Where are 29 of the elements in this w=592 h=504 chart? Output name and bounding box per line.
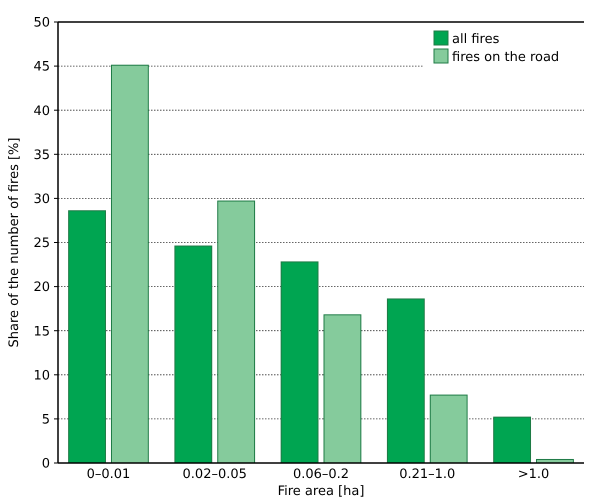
- bar: [280, 261, 318, 464]
- y-tick-label: 30: [33, 192, 50, 207]
- y-tick-label: 25: [33, 236, 50, 252]
- bar: [217, 200, 256, 464]
- bar: [493, 416, 532, 464]
- y-tick-label: 10: [33, 368, 50, 384]
- x-axis-title: Fire area [ha]: [278, 484, 364, 499]
- y-tick-label: 45: [33, 60, 50, 75]
- bar: [386, 298, 425, 464]
- y-tick-label: 40: [33, 104, 50, 119]
- y-tick-label: 20: [33, 280, 50, 296]
- bar: [324, 314, 362, 464]
- y-axis-title: Share of the number of fires [%]: [7, 138, 22, 348]
- y-tick-label: 0: [42, 456, 50, 472]
- x-tick-label: 0–0.01: [86, 467, 130, 482]
- bar: [110, 64, 149, 464]
- y-tick-label: 50: [33, 16, 50, 31]
- legend-label: all fires: [452, 32, 500, 47]
- x-tick-label: >1.0: [518, 467, 550, 482]
- bar: [174, 246, 212, 464]
- x-tick-label: 0.21–1.0: [399, 467, 456, 482]
- y-tick-label: 5: [42, 412, 50, 428]
- x-tick-label: 0.06–0.2: [292, 467, 350, 482]
- bar: [68, 210, 106, 464]
- y-tick-label: 15: [33, 324, 50, 340]
- bar: [430, 394, 468, 464]
- legend-label: fires on the road: [452, 50, 560, 65]
- x-tick-label: 0.02–0.05: [182, 467, 247, 482]
- y-tick-label: 35: [33, 148, 50, 163]
